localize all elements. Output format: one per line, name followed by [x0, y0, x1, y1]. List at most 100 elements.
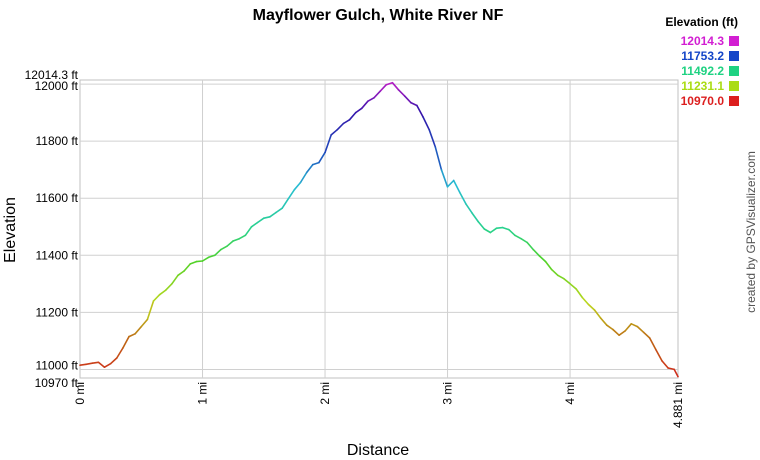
y-axis-label: Elevation	[2, 197, 19, 263]
elevation-line-segment	[483, 228, 492, 234]
elevation-point	[514, 234, 516, 236]
elevation-point	[428, 129, 430, 131]
elevation-line-segment	[324, 134, 333, 154]
elevation-point	[103, 366, 106, 368]
legend-entry-label: 10970.0	[681, 94, 725, 108]
elevation-point	[110, 363, 112, 365]
elevation-line-segment	[587, 303, 596, 311]
elevation-point	[630, 323, 632, 325]
chart-title: Mayflower Gulch, White River NF	[253, 7, 504, 24]
elevation-line-segment	[183, 263, 192, 272]
elevation-line-segment	[612, 328, 620, 337]
x-tick-label: 3 mi	[441, 382, 455, 405]
elevation-line-segment	[520, 237, 529, 244]
elevation-line-segment	[311, 161, 320, 166]
legend-swatch	[729, 36, 739, 46]
elevation-line-segment	[550, 268, 559, 277]
elevation-point	[471, 212, 473, 214]
legend-swatch	[729, 66, 739, 76]
elevation-point	[440, 169, 442, 171]
elevation-line-segment	[575, 288, 584, 299]
elevation-line-segment	[544, 260, 553, 271]
credit-text: created by GPSVisualizer.com	[744, 151, 758, 313]
elevation-line-segment	[397, 89, 406, 97]
elevation-point	[250, 226, 253, 228]
elevation-point	[324, 152, 326, 154]
elevation-line-segment	[624, 322, 633, 332]
elevation-point	[477, 221, 479, 223]
elevation-point	[183, 270, 185, 272]
elevation-line-segment	[507, 228, 516, 237]
elevation-point	[189, 263, 191, 265]
elevation-line-segment	[532, 248, 541, 257]
elevation-point	[312, 164, 314, 166]
elevation-line-segment	[275, 207, 284, 214]
x-tick-label: 0 mi	[73, 382, 87, 405]
elevation-point	[91, 362, 93, 364]
elevation-point	[330, 134, 332, 136]
elevation-line-segment	[379, 83, 388, 92]
elevation-point	[385, 84, 387, 86]
elevation-line-segment	[605, 324, 614, 331]
elevation-point	[355, 112, 357, 114]
elevation-point	[673, 368, 675, 370]
elevation-point	[306, 171, 308, 174]
elevation-line-segment	[458, 191, 467, 205]
x-axis-label: Distance	[347, 442, 409, 459]
legend-entry-label: 11231.1	[681, 79, 724, 93]
elevation-line-segment	[452, 179, 461, 194]
y-tick-label: 10970 ft	[35, 376, 79, 390]
y-tick-label: 12000 ft	[35, 79, 79, 93]
elevation-point	[275, 211, 277, 214]
elevation-line-segment	[226, 240, 234, 247]
elevation-line-segment	[618, 330, 627, 337]
y-tick-label: 11400 ft	[36, 248, 79, 262]
elevation-line-segment	[287, 188, 296, 200]
elevation-line-segment	[140, 318, 149, 328]
elevation-line-segment	[599, 317, 608, 327]
elevation-point	[618, 334, 620, 336]
elevation-point	[434, 146, 436, 148]
elevation-line	[79, 81, 679, 378]
elevation-line-segment	[593, 309, 602, 319]
elevation-line-segment	[642, 331, 651, 339]
elevation-line-segment	[465, 203, 473, 214]
elevation-line-segment	[348, 111, 357, 121]
elevation-line-segment	[446, 179, 455, 188]
elevation-point	[563, 278, 565, 280]
elevation-line-segment	[109, 357, 118, 365]
elevation-line-segment	[238, 234, 247, 240]
elevation-point	[97, 361, 99, 363]
elevation-line-segment	[281, 198, 290, 209]
elevation-point	[269, 216, 271, 218]
elevation-line-segment	[128, 332, 136, 338]
elevation-point	[520, 238, 522, 240]
y-tick-label: 11800 ft	[36, 134, 79, 148]
elevation-line-segment	[477, 220, 486, 230]
elevation-line-segment	[103, 362, 112, 369]
elevation-line-segment	[569, 282, 578, 290]
elevation-line-segment	[409, 101, 418, 107]
elevation-point	[624, 330, 626, 332]
elevation-line-segment	[495, 226, 504, 229]
elevation-line-segment	[262, 216, 271, 219]
elevation-line-segment	[299, 171, 308, 184]
elevation-line-segment	[373, 90, 382, 99]
elevation-point	[134, 333, 136, 335]
elevation-point	[152, 300, 155, 302]
elevation-point	[146, 318, 148, 321]
elevation-point	[195, 261, 197, 263]
elevation-point	[594, 309, 596, 311]
elevation-line-segment	[471, 212, 480, 223]
elevation-point	[293, 189, 295, 191]
elevation-line-segment	[201, 256, 210, 262]
elevation-line-segment	[581, 296, 590, 306]
elevation-point	[232, 240, 234, 242]
elevation-line-segment	[514, 234, 522, 240]
elevation-point	[244, 234, 246, 236]
elevation-line-segment	[293, 181, 302, 191]
elevation-line-segment	[538, 255, 547, 263]
elevation-line-segment	[134, 325, 143, 335]
elevation-line-segment	[256, 217, 265, 224]
